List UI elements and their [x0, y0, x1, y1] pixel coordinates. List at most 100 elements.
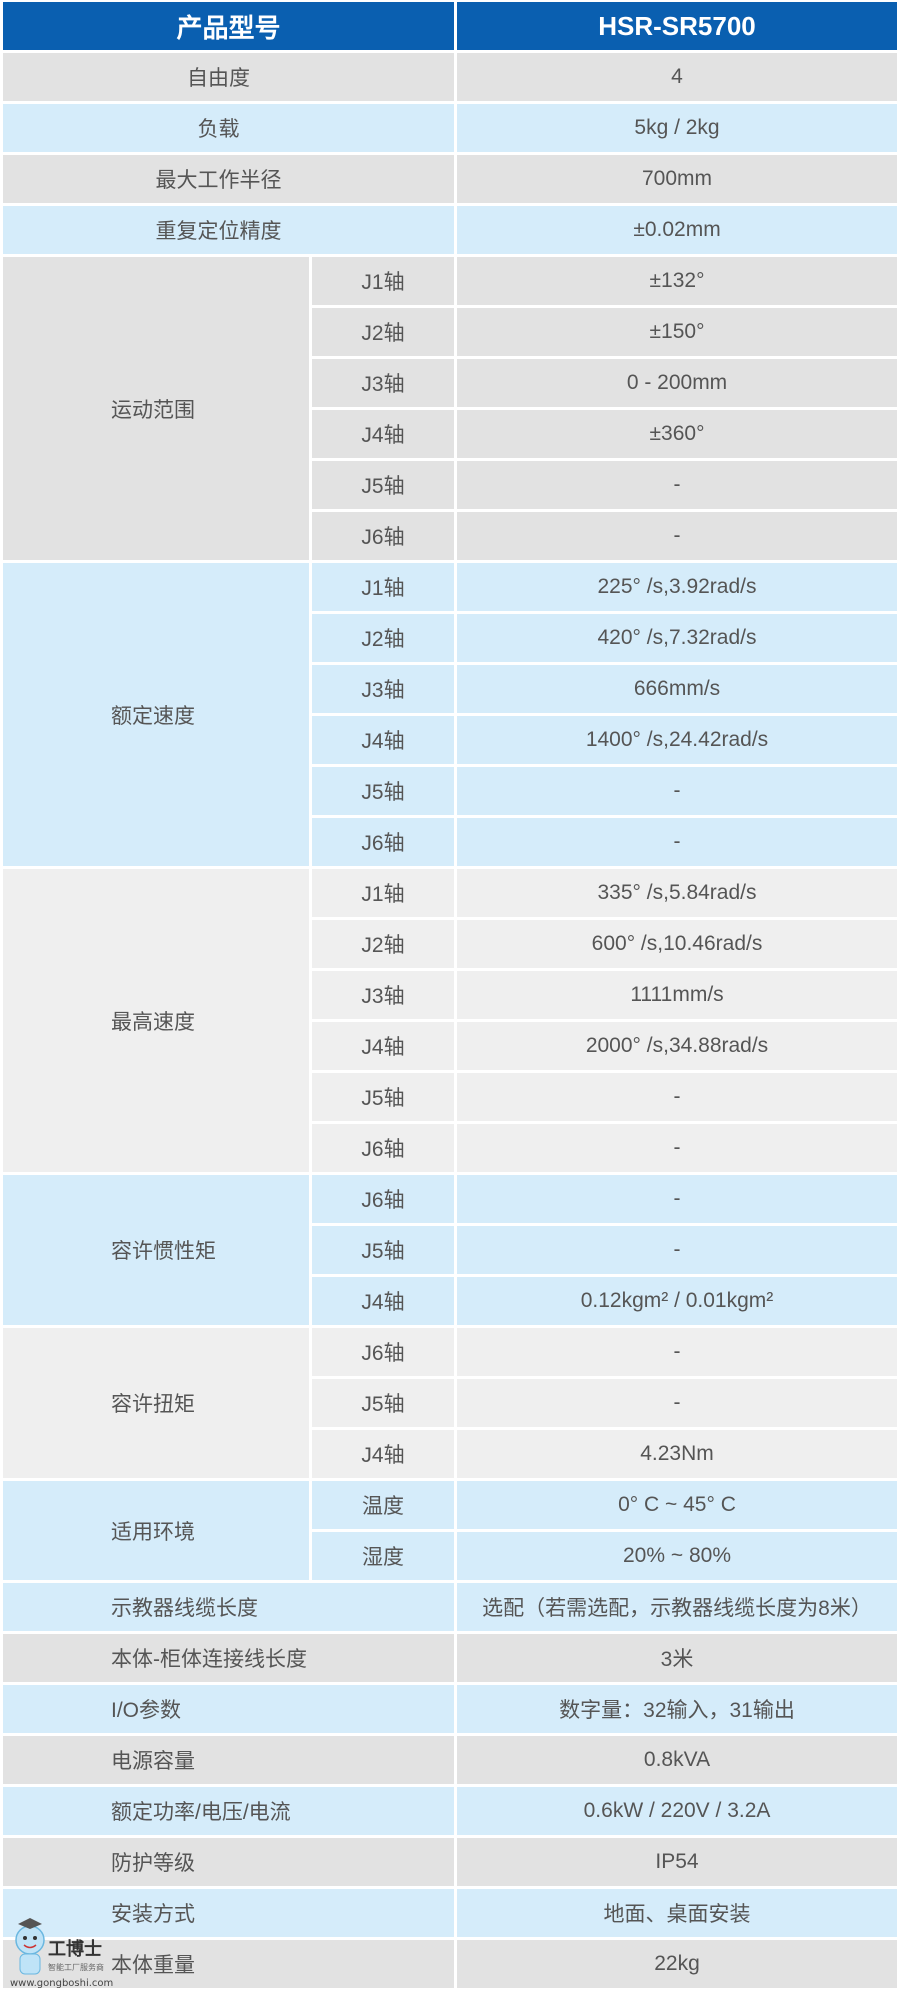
spec-label: 自由度 [3, 53, 455, 101]
spec-value: 4.23Nm [457, 1430, 897, 1478]
spec-value: 666mm/s [457, 665, 897, 713]
spec-axis: J3轴 [312, 665, 455, 713]
spec-row: 示教器线缆长度 选配（若需选配，示教器线缆长度为8米） [3, 1583, 897, 1631]
spec-row: I/O参数 数字量：32输入，31输出 [3, 1685, 897, 1733]
spec-row: 重复定位精度 ±0.02mm [3, 206, 897, 254]
spec-value: 0.6kW / 220V / 3.2A [457, 1787, 897, 1835]
spec-value: 数字量：32输入，31输出 [457, 1685, 897, 1733]
spec-label: 本体重量 [3, 1940, 455, 1988]
spec-axis: J6轴 [312, 512, 455, 560]
spec-value: - [457, 1124, 897, 1172]
spec-row: J5轴 - [3, 1073, 897, 1121]
spec-value: - [457, 1226, 897, 1274]
svg-text:工博士: 工博士 [48, 1938, 102, 1960]
spec-value: - [457, 818, 897, 866]
spec-axis: J6轴 [312, 818, 455, 866]
spec-axis: J4轴 [312, 1022, 455, 1070]
spec-axis: J3轴 [312, 359, 455, 407]
spec-row: J3轴 0 - 200mm [3, 359, 897, 407]
spec-axis: J4轴 [312, 1277, 455, 1325]
spec-value: ±0.02mm [457, 206, 897, 254]
spec-row: J5轴 - [3, 1226, 897, 1274]
spec-label: 电源容量 [3, 1736, 455, 1784]
spec-row: 容许惯性矩 J6轴 - [3, 1175, 897, 1325]
svg-text:智能工厂服务商: 智能工厂服务商 [48, 1962, 104, 1972]
spec-row: J2轴 600° /s,10.46rad/s [3, 920, 897, 968]
spec-row: 额定速度 J1轴 225° /s,3.92rad/s [3, 563, 897, 866]
header-row: 产品型号 HSR-SR5700 [3, 2, 897, 50]
spec-label: 本体-柜体连接线长度 [3, 1634, 455, 1682]
spec-row: 最大工作半径 700mm [3, 155, 897, 203]
spec-group-label: 容许扭矩 [3, 1328, 309, 1478]
spec-value: 1111mm/s [457, 971, 897, 1019]
spec-value: 22kg [457, 1940, 897, 1988]
spec-axis: J5轴 [312, 461, 455, 509]
spec-group-label: 额定速度 [3, 563, 309, 866]
spec-value: 0.12kgm² / 0.01kgm² [457, 1277, 897, 1325]
spec-row: 本体重量 22kg [3, 1940, 897, 1988]
spec-value: 2000° /s,34.88rad/s [457, 1022, 897, 1070]
spec-label: 最大工作半径 [3, 155, 455, 203]
spec-row: J3轴 666mm/s [3, 665, 897, 713]
spec-value: 600° /s,10.46rad/s [457, 920, 897, 968]
spec-group-label: 适用环境 [3, 1481, 309, 1580]
spec-label: 额定功率/电压/电流 [3, 1787, 455, 1835]
svg-text:www.gongboshi.com: www.gongboshi.com [10, 1978, 113, 1989]
spec-axis: 湿度 [312, 1532, 455, 1580]
spec-value: - [457, 1175, 897, 1223]
spec-axis: J4轴 [312, 716, 455, 764]
spec-axis: J2轴 [312, 308, 455, 356]
spec-value: 0.8kVA [457, 1736, 897, 1784]
spec-row: J4轴 4.23Nm [3, 1430, 897, 1478]
spec-label: 防护等级 [3, 1838, 455, 1886]
spec-value: IP54 [457, 1838, 897, 1886]
spec-value: 225° /s,3.92rad/s [457, 563, 897, 611]
spec-value: 20% ~ 80% [457, 1532, 897, 1580]
spec-label: I/O参数 [3, 1685, 455, 1733]
spec-row: J5轴 - [3, 1379, 897, 1427]
spec-axis: J6轴 [312, 1175, 455, 1223]
spec-row: J5轴 - [3, 461, 897, 509]
spec-row: 防护等级 IP54 [3, 1838, 897, 1886]
spec-row: J4轴 0.12kgm² / 0.01kgm² [3, 1277, 897, 1325]
spec-value: 选配（若需选配，示教器线缆长度为8米） [457, 1583, 897, 1631]
header-product-model-label: 产品型号 [3, 2, 455, 50]
spec-group-label: 容许惯性矩 [3, 1175, 309, 1325]
spec-value: 1400° /s,24.42rad/s [457, 716, 897, 764]
spec-row: 自由度 4 [3, 53, 897, 101]
spec-value: 0 - 200mm [457, 359, 897, 407]
spec-row: 负载 5kg / 2kg [3, 104, 897, 152]
spec-axis: J1轴 [312, 257, 455, 305]
spec-value: 4 [457, 53, 897, 101]
spec-value: 5kg / 2kg [457, 104, 897, 152]
spec-axis: J1轴 [312, 869, 455, 917]
spec-row: 湿度 20% ~ 80% [3, 1532, 897, 1580]
spec-axis: J6轴 [312, 1124, 455, 1172]
spec-row: J6轴 - [3, 512, 897, 560]
spec-row: J6轴 - [3, 1124, 897, 1172]
spec-value: - [457, 512, 897, 560]
spec-value: 地面、桌面安装 [457, 1889, 897, 1937]
spec-label: 负载 [3, 104, 455, 152]
spec-label: 重复定位精度 [3, 206, 455, 254]
spec-axis: J1轴 [312, 563, 455, 611]
spec-axis: J6轴 [312, 1328, 455, 1376]
gongboshi-watermark-logo: 工博士 智能工厂服务商 www.gongboshi.com [10, 1918, 113, 1989]
spec-row: J6轴 - [3, 818, 897, 866]
spec-row: 容许扭矩 J6轴 - [3, 1328, 897, 1478]
spec-value: ±132° [457, 257, 897, 305]
spec-axis: J4轴 [312, 410, 455, 458]
spec-row: 适用环境 温度 0° C ~ 45° C [3, 1481, 897, 1580]
spec-row: 运动范围 J1轴 ±132° [3, 257, 897, 560]
spec-value: 700mm [457, 155, 897, 203]
spec-value: 3米 [457, 1634, 897, 1682]
spec-value: - [457, 461, 897, 509]
spec-label: 安装方式 [3, 1889, 455, 1937]
spec-value: ±150° [457, 308, 897, 356]
spec-row: 安装方式 地面、桌面安装 [3, 1889, 897, 1937]
spec-axis: J5轴 [312, 1226, 455, 1274]
spec-axis: J3轴 [312, 971, 455, 1019]
spec-group-label: 运动范围 [3, 257, 309, 560]
spec-row: J4轴 1400° /s,24.42rad/s [3, 716, 897, 764]
